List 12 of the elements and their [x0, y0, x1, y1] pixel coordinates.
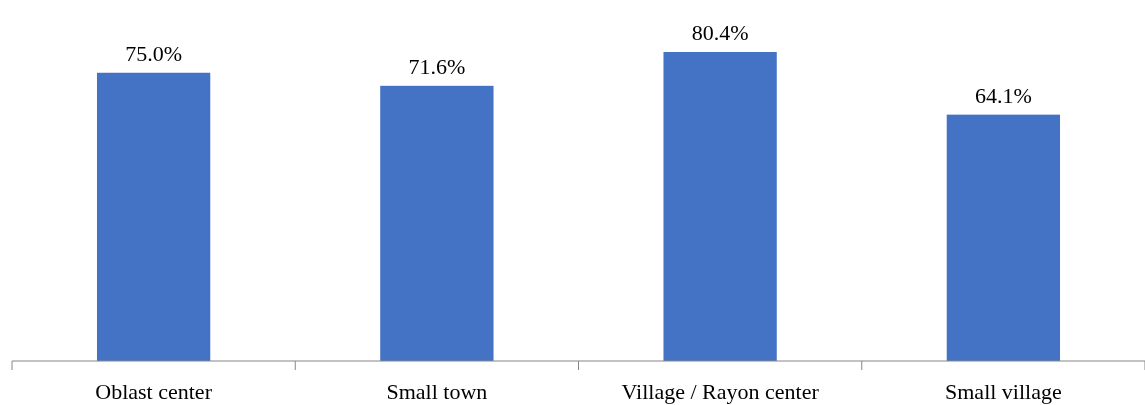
bar: [946, 114, 1061, 361]
x-tick-label: Small town: [386, 379, 488, 404]
data-label: 64.1%: [974, 82, 1032, 108]
x-tick-label: Oblast center: [95, 379, 213, 404]
data-label: 80.4%: [691, 20, 749, 45]
bar: [663, 52, 777, 361]
data-label: 71.6%: [408, 53, 466, 79]
data-label: 75.0%: [125, 40, 183, 66]
bar: [380, 85, 494, 361]
bar: [96, 72, 211, 361]
x-tick-label: Small village: [945, 379, 1062, 404]
x-tick-label: Village / Rayon center: [621, 379, 820, 404]
